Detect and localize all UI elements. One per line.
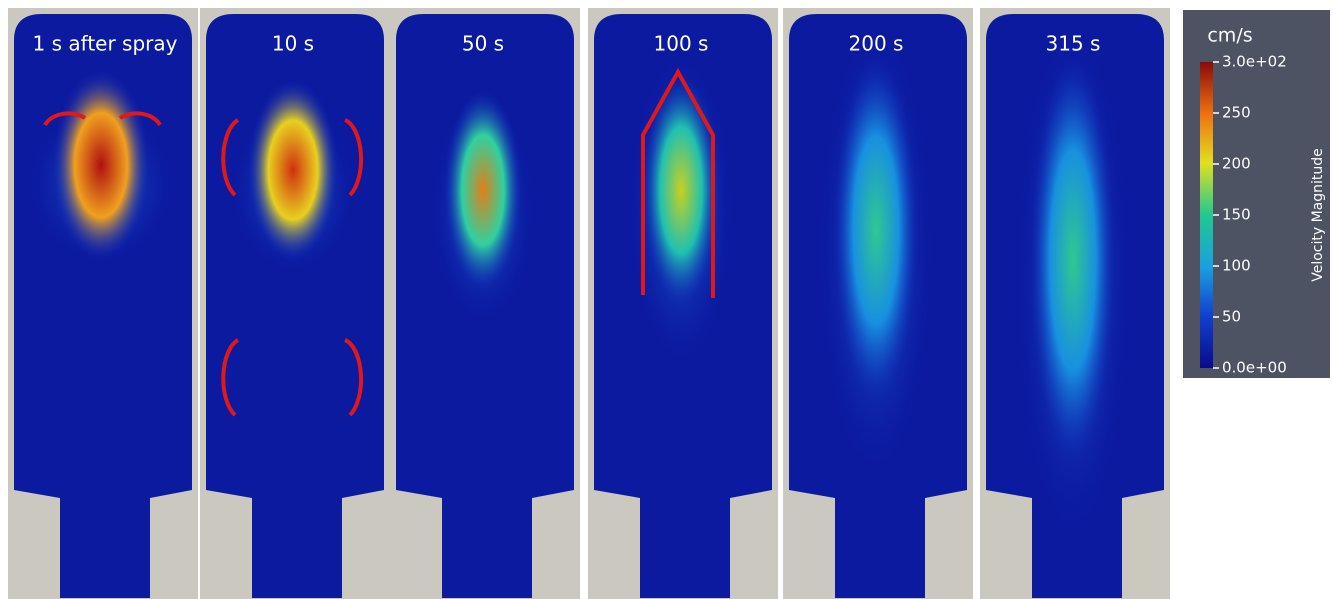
panel: 200 s — [783, 8, 973, 599]
panel: 315 s — [980, 8, 1170, 599]
colorbar-tick-label: 150 — [1222, 206, 1251, 224]
panel-label: 50 s — [462, 32, 504, 56]
colorbar-tick-label: 250 — [1222, 104, 1251, 122]
colorbar-tick-label: 0.0e+00 — [1222, 359, 1287, 377]
colorbar-title: Velocity Magnitude — [1310, 148, 1326, 282]
panel: 10 s — [200, 8, 390, 599]
colorbar-tick-label: 3.0e+02 — [1222, 53, 1287, 71]
panel-label: 100 s — [654, 32, 709, 56]
panels: 1 s after spray 10 s 50 s 100 s 200 s 315 s — [8, 8, 1170, 599]
panel: 1 s after spray — [8, 8, 198, 599]
jet-core — [834, 60, 917, 400]
colorbar: cm/s Velocity Magnitude 3.0e+02 250 200 150… — [1183, 10, 1330, 378]
panel-label: 315 s — [1046, 32, 1101, 56]
figure: 1 s after spray 10 s 50 s 100 s 200 s 315 s c… — [0, 0, 1333, 599]
panel-label: 10 s — [272, 32, 314, 56]
colorbar-unit: cm/s — [1207, 25, 1252, 47]
panel-label: 1 s after spray — [33, 32, 178, 56]
panel: 50 s — [390, 8, 580, 599]
colorbar-tick-label: 50 — [1222, 308, 1241, 326]
jet-core — [1031, 60, 1114, 460]
panel: 100 s — [588, 8, 778, 599]
jet-core — [248, 80, 338, 260]
colorbar-tick-label: 200 — [1222, 155, 1251, 173]
colorbar-tick-label: 100 — [1222, 257, 1251, 275]
colorbar-gradient — [1200, 62, 1213, 368]
panel-label: 200 s — [849, 32, 904, 56]
jet-core — [445, 90, 522, 290]
jet-core — [643, 75, 720, 305]
jet-core — [53, 70, 149, 260]
